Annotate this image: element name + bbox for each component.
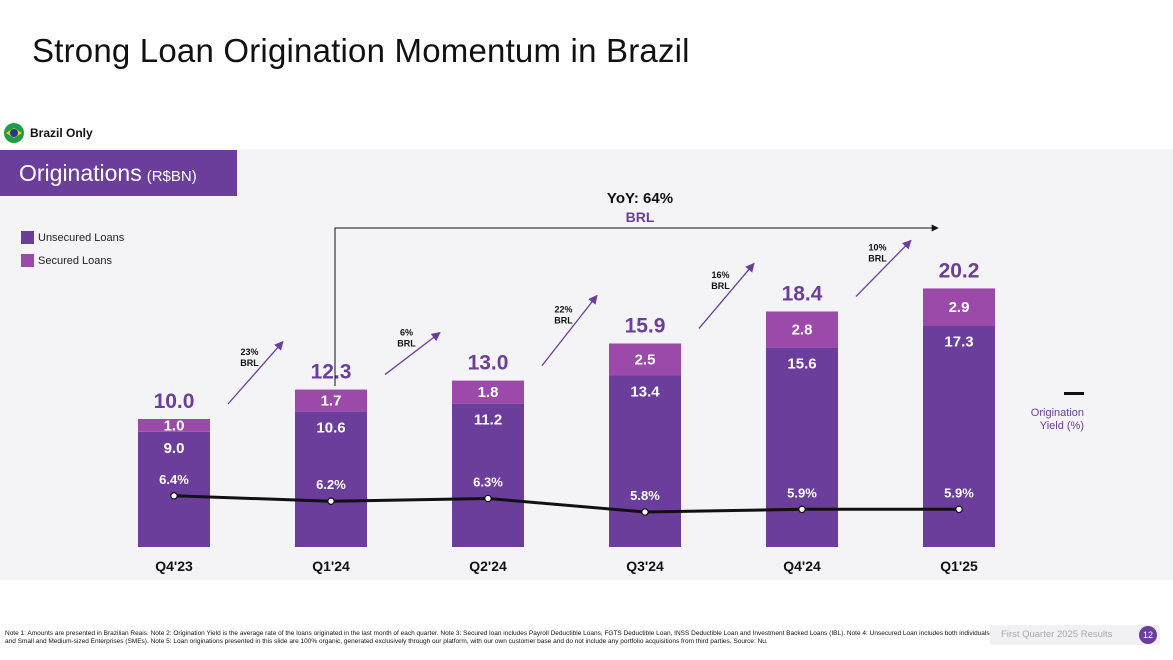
growth-currency-label: BRL bbox=[711, 281, 730, 291]
growth-currency-label: BRL bbox=[554, 316, 573, 326]
page-number: 12 bbox=[1139, 626, 1157, 644]
yield-point bbox=[170, 491, 178, 500]
yoy-callout: YoY: 64% BRL bbox=[540, 190, 740, 225]
bar-secured bbox=[923, 288, 995, 326]
legend-secured-label: Secured Loans bbox=[38, 254, 112, 267]
bar-unsecured bbox=[295, 411, 367, 547]
secured-value-label: 1.8 bbox=[478, 384, 499, 401]
category-tick-label: Q1'24 bbox=[312, 558, 350, 574]
yoy-label: YoY: 64% bbox=[606, 190, 674, 207]
yield-value-label: 6.4% bbox=[159, 472, 189, 487]
growth-arrow bbox=[698, 262, 755, 329]
growth-arrow bbox=[541, 294, 598, 367]
category-tick-label: Q3'24 bbox=[626, 558, 664, 574]
legend-unsecured: Unsecured Loans bbox=[21, 231, 124, 244]
brazil-flag-icon bbox=[4, 123, 24, 143]
section-header: Originations (R$BN) bbox=[0, 150, 237, 196]
legend-yield-line2: Yield (%) bbox=[1039, 420, 1084, 432]
legend-secured: Secured Loans bbox=[21, 254, 112, 267]
yield-value-label: 5.9% bbox=[944, 485, 974, 500]
yield-point bbox=[955, 505, 963, 514]
category-tick-label: Q1'25 bbox=[940, 558, 978, 574]
legend-yield: Origination Yield (%) bbox=[1000, 392, 1084, 433]
unsecured-value-label: 9.0 bbox=[164, 440, 185, 457]
legend-unsecured-label: Unsecured Loans bbox=[38, 231, 125, 244]
yield-point bbox=[327, 497, 335, 506]
total-value-label: 15.9 bbox=[625, 314, 666, 337]
bar-unsecured bbox=[452, 403, 524, 547]
page-title: Strong Loan Origination Momentum in Braz… bbox=[32, 32, 690, 69]
growth-pct-label: 6% bbox=[400, 328, 413, 338]
yoy-arrow bbox=[334, 224, 939, 386]
yoy-currency: BRL bbox=[625, 209, 655, 225]
bar-unsecured bbox=[138, 431, 210, 547]
growth-pct-label: 16% bbox=[711, 270, 729, 280]
bar-unsecured bbox=[609, 375, 681, 547]
growth-arrow bbox=[384, 332, 441, 376]
yield-line bbox=[173, 494, 959, 514]
unsecured-value-label: 15.6 bbox=[787, 355, 816, 372]
total-value-label: 10.0 bbox=[154, 390, 195, 413]
growth-arrow bbox=[227, 340, 284, 405]
section-label: Originations bbox=[19, 159, 142, 186]
total-value-label: 20.2 bbox=[939, 259, 980, 282]
category-tick-label: Q4'23 bbox=[155, 558, 193, 574]
region-badge: Brazil Only bbox=[4, 123, 93, 143]
secured-value-label: 1.7 bbox=[321, 392, 342, 409]
legend-yield-line1: Origination bbox=[1030, 407, 1084, 419]
secured-value-label: 2.9 bbox=[949, 299, 970, 316]
report-footer: First Quarter 2025 Results bbox=[990, 625, 1160, 645]
bar-secured bbox=[452, 380, 524, 404]
bar-secured bbox=[295, 389, 367, 412]
bar-secured bbox=[766, 311, 838, 348]
unsecured-value-label: 13.4 bbox=[630, 383, 660, 400]
bar-unsecured bbox=[923, 325, 995, 547]
unsecured-value-label: 17.3 bbox=[944, 334, 973, 351]
unsecured-value-label: 11.2 bbox=[474, 412, 502, 429]
secured-swatch bbox=[21, 254, 34, 267]
total-value-label: 18.4 bbox=[782, 282, 823, 305]
bar-secured bbox=[138, 419, 210, 432]
secured-value-label: 2.8 bbox=[792, 321, 813, 338]
growth-pct-label: 22% bbox=[554, 305, 572, 315]
yield-line-swatch bbox=[1064, 392, 1084, 395]
growth-currency-label: BRL bbox=[240, 358, 259, 368]
growth-pct-label: 10% bbox=[868, 242, 886, 252]
total-value-label: 13.0 bbox=[468, 352, 509, 375]
yield-value-label: 5.8% bbox=[630, 488, 660, 503]
secured-value-label: 1.0 bbox=[164, 417, 185, 434]
category-tick-label: Q2'24 bbox=[469, 558, 507, 574]
category-tick-label: Q4'24 bbox=[783, 558, 821, 574]
secured-value-label: 2.5 bbox=[635, 351, 656, 368]
growth-arrow bbox=[855, 239, 912, 297]
yield-point bbox=[641, 508, 649, 516]
yield-value-label: 6.3% bbox=[473, 475, 503, 490]
growth-currency-label: BRL bbox=[868, 253, 887, 263]
unsecured-swatch bbox=[21, 231, 34, 244]
section-unit: (R$BN) bbox=[146, 167, 197, 185]
footnote: Note 1: Amounts are presented in Brazili… bbox=[5, 630, 990, 645]
region-label: Brazil Only bbox=[30, 126, 93, 140]
yield-value-label: 5.9% bbox=[787, 485, 817, 500]
unsecured-value-label: 10.6 bbox=[316, 419, 345, 436]
yield-point bbox=[798, 505, 806, 514]
total-value-label: 12.3 bbox=[311, 361, 352, 384]
bar-secured bbox=[609, 343, 681, 376]
yield-point bbox=[484, 494, 492, 503]
growth-pct-label: 23% bbox=[240, 347, 258, 357]
bar-unsecured bbox=[766, 347, 838, 547]
yield-value-label: 6.2% bbox=[316, 477, 346, 492]
growth-currency-label: BRL bbox=[397, 339, 416, 349]
report-label: First Quarter 2025 Results bbox=[1001, 629, 1113, 640]
